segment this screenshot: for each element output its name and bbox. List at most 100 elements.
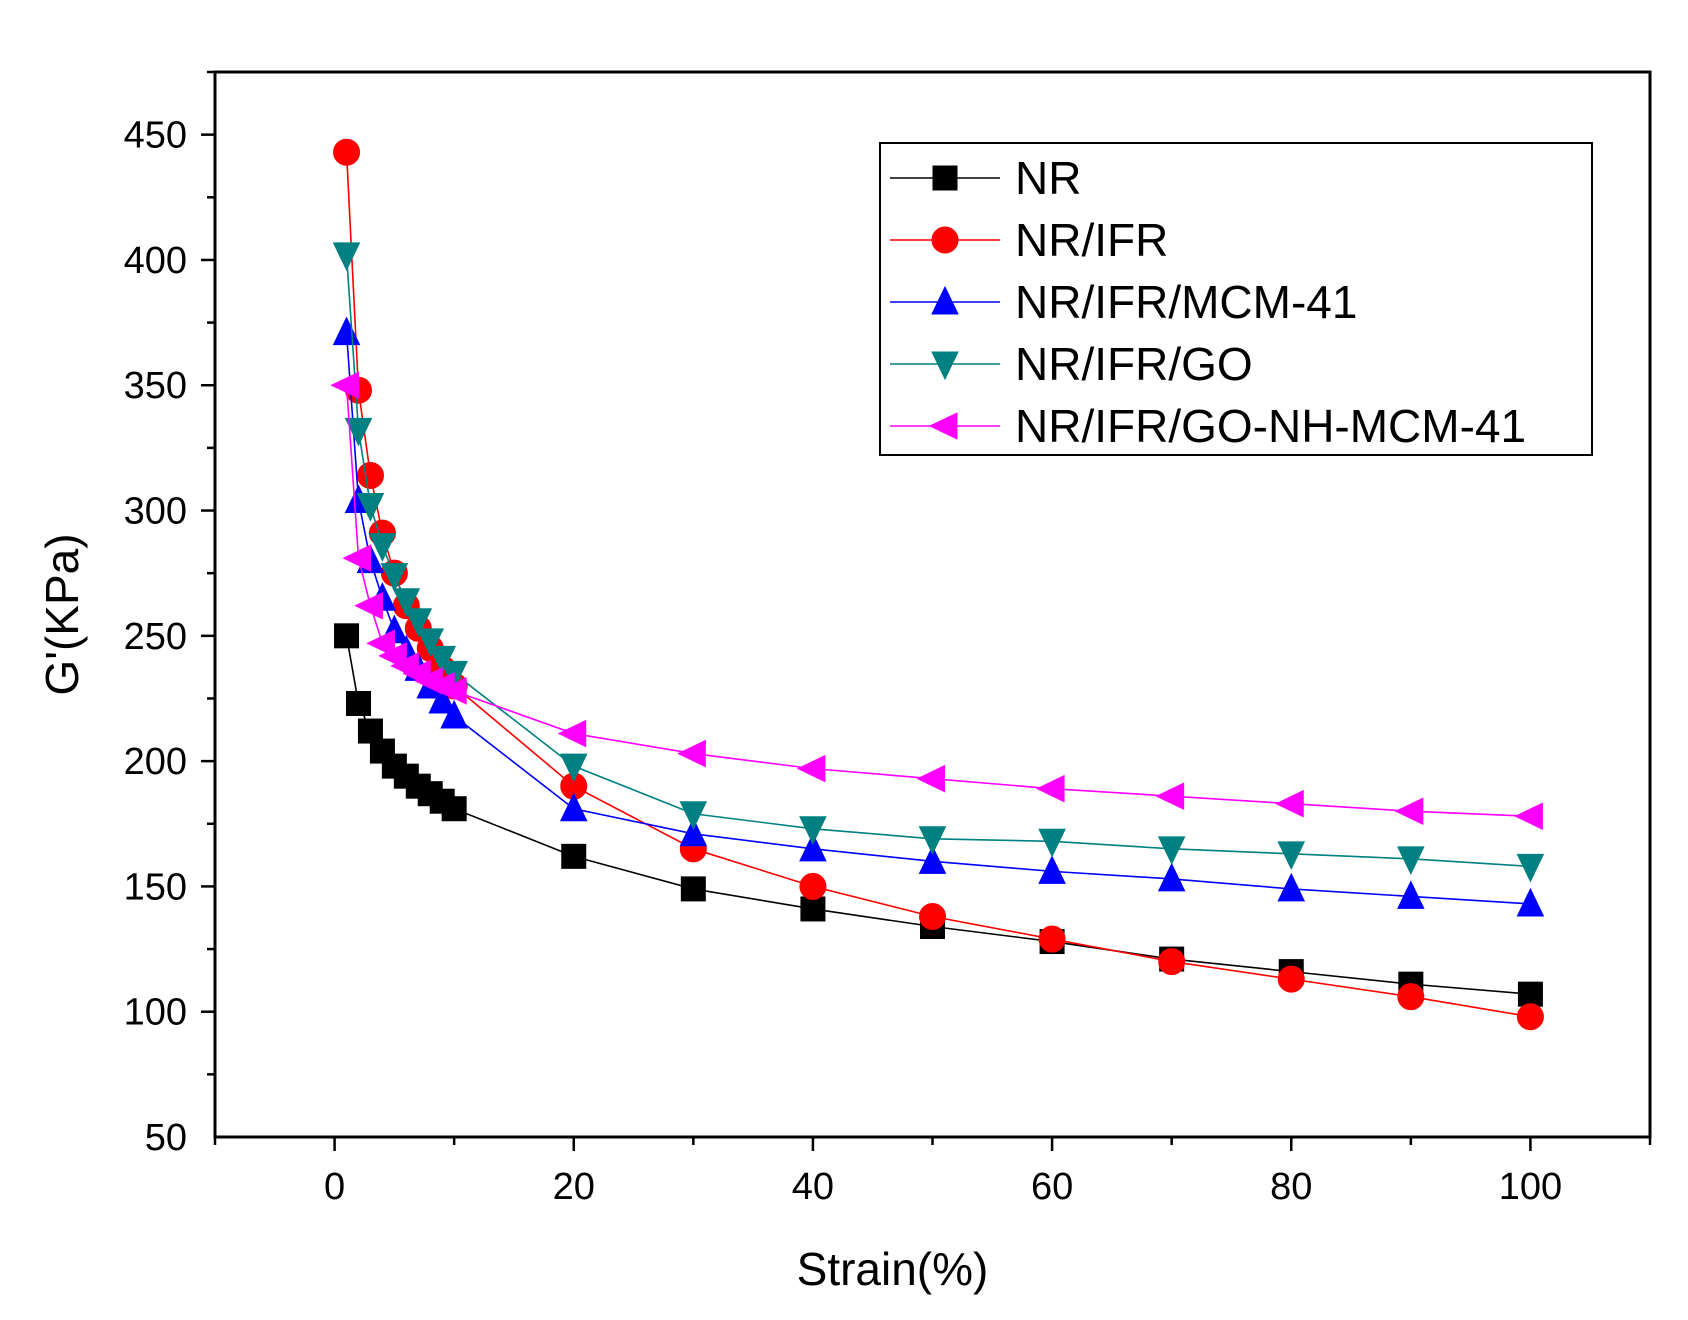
data-point [1155,782,1185,810]
data-point [799,816,827,845]
data-point [1157,862,1186,892]
x-tick-label: 80 [1270,1166,1312,1208]
data-point [679,817,708,847]
data-point [416,628,445,657]
legend-item: NR/IFR [890,214,1168,266]
x-tick-label: 0 [324,1166,345,1208]
plot-area [330,138,1545,1031]
legend-label: NR [1015,152,1081,204]
data-point [342,544,371,572]
y-tick-label: 450 [124,115,187,157]
data-point [679,801,708,830]
data-point [1516,853,1545,883]
y-tick-label: 200 [124,741,187,783]
data-point [334,623,360,649]
data-point [677,739,706,768]
legend-item: NR/IFR/MCM-41 [890,276,1357,328]
y-tick-label: 250 [124,616,187,658]
data-point [332,316,361,346]
legend-box [879,142,1593,456]
data-point [346,690,371,716]
data-point [557,719,587,748]
x-axis: 0 20 40 60 80 100 [213,1137,1652,1208]
legend-label: NR/IFR/GO-NH-MCM-41 [1015,400,1526,452]
data-point [796,754,826,783]
legend-label: NR/IFR/GO [1015,338,1253,390]
legend-label: NR/IFR [1015,214,1168,266]
x-tick-label: 40 [792,1166,834,1208]
data-point [333,138,361,166]
data-point [1516,1003,1544,1031]
data-point [330,371,360,400]
data-point [1277,965,1305,993]
data-point [919,902,946,930]
legend-marker [931,351,959,381]
series-nr [334,623,1543,1007]
legend-item: NR/IFR/GO [890,338,1253,390]
x-axis-title: Strain(%) [797,1243,989,1295]
data-point [1035,774,1065,803]
data-point [1514,802,1543,831]
y-tick-label: 50 [145,1117,187,1159]
data-point [1516,887,1545,917]
data-point [356,493,385,522]
data-point [680,876,706,902]
y-tick-label: 150 [124,866,187,908]
data-point [392,588,421,617]
data-point [1397,880,1425,909]
data-point [1397,983,1425,1011]
data-point [1038,828,1066,858]
x-tick-label: 60 [1031,1166,1073,1208]
data-point [1038,925,1066,953]
data-point [800,896,826,922]
x-tick-label: 20 [553,1166,595,1208]
data-point [1397,846,1425,875]
data-point [799,872,827,900]
legend-marker [931,285,959,315]
data-point [428,684,457,714]
legend-label: NR/IFR/MCM-41 [1015,276,1357,328]
series-nr-ifr-go-nh-mcm-41 [330,371,1543,831]
data-point [356,461,384,489]
data-point [428,645,457,675]
data-point [1394,797,1424,826]
y-tick-label: 400 [124,240,187,282]
y-axis: 50 100 150 200 250 300 350 400 450 [124,70,215,1159]
y-tick-label: 350 [124,365,187,407]
data-point [368,533,397,562]
data-point [1157,836,1186,865]
data-point [366,629,395,658]
y-tick-label: 100 [124,992,187,1034]
data-point [916,764,945,793]
data-point [559,792,588,822]
x-tick-label: 100 [1499,1166,1562,1208]
data-point [1158,948,1186,976]
data-point [441,796,467,822]
data-point [561,843,587,869]
y-tick-label: 300 [124,491,187,533]
data-point [438,677,467,705]
series-line [345,635,1531,995]
legend-item: NR/IFR/GO-NH-MCM-41 [890,400,1526,452]
data-point [918,845,947,874]
data-point [332,242,361,272]
data-point [1038,855,1066,884]
y-axis-title: G'(KPa) [36,533,88,695]
data-point [799,832,827,862]
data-point [344,417,373,447]
data-point [559,753,588,783]
legend-item: NR [890,152,1081,204]
data-point [1275,789,1304,818]
data-point [404,608,433,637]
data-point [1277,872,1306,902]
legend: NR NR/IFR NR/IFR/MCM-41 NR/IFR/GO NR/IFR/GO-… [879,142,1593,456]
legend-marker [928,412,958,440]
data-point [380,563,409,592]
data-point [1277,841,1306,870]
data-point [918,826,947,855]
data-point [354,591,383,620]
data-point [1517,981,1543,1007]
data-point [440,699,468,729]
legend-marker [932,165,958,191]
